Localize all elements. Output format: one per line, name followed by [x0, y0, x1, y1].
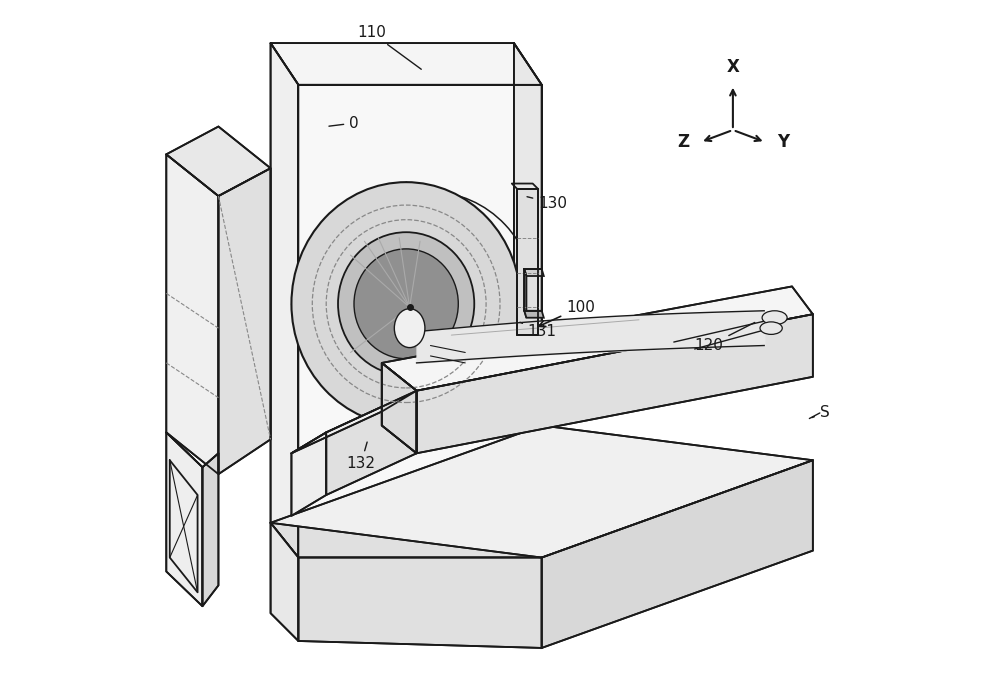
Ellipse shape [354, 249, 458, 359]
Text: Y: Y [777, 133, 789, 151]
Polygon shape [298, 558, 542, 648]
Polygon shape [166, 126, 271, 196]
Polygon shape [291, 391, 417, 453]
Text: 0: 0 [329, 116, 359, 131]
Ellipse shape [762, 311, 787, 325]
Polygon shape [271, 523, 298, 641]
Polygon shape [326, 391, 417, 495]
Text: 132: 132 [346, 442, 375, 471]
Ellipse shape [760, 322, 782, 334]
Polygon shape [298, 85, 542, 558]
Text: 130: 130 [527, 195, 567, 211]
Polygon shape [218, 168, 271, 474]
Text: 110: 110 [357, 25, 421, 69]
Text: 100: 100 [539, 299, 595, 327]
Polygon shape [271, 426, 813, 558]
Polygon shape [542, 460, 813, 648]
Ellipse shape [394, 309, 425, 348]
Polygon shape [524, 269, 544, 276]
Ellipse shape [338, 232, 474, 376]
Polygon shape [417, 314, 813, 453]
Text: 120: 120 [695, 322, 755, 353]
Polygon shape [514, 43, 542, 558]
Polygon shape [517, 189, 538, 335]
Polygon shape [382, 363, 417, 453]
Polygon shape [524, 269, 526, 318]
Polygon shape [271, 43, 542, 85]
Polygon shape [271, 523, 542, 558]
Text: S: S [812, 406, 830, 420]
Polygon shape [202, 453, 218, 607]
Polygon shape [524, 311, 544, 318]
Text: Z: Z [677, 133, 689, 151]
Text: X: X [726, 59, 739, 77]
Ellipse shape [291, 182, 521, 426]
Polygon shape [166, 154, 218, 474]
Polygon shape [166, 433, 202, 607]
Polygon shape [271, 43, 298, 558]
Polygon shape [291, 433, 326, 516]
Polygon shape [382, 363, 417, 453]
Text: 131: 131 [520, 322, 557, 339]
Polygon shape [382, 286, 813, 391]
